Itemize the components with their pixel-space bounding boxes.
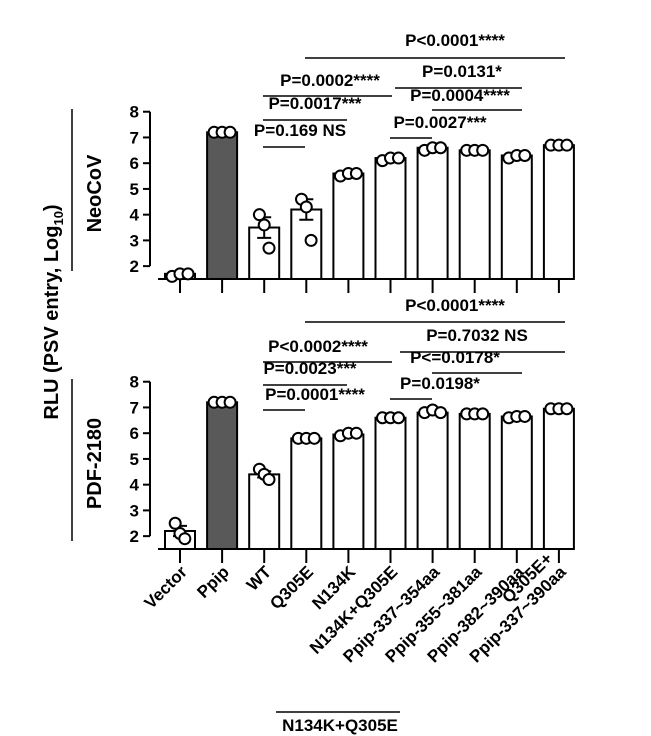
data-point [181, 267, 195, 281]
bar [500, 415, 533, 550]
x-tick-label: WT [243, 562, 276, 595]
bar [416, 146, 449, 280]
data-point [299, 200, 313, 214]
significance-label: P=0.0002**** [280, 71, 380, 90]
significance-label: P=0.0131* [422, 62, 502, 81]
group-label: N134K+Q305E [282, 716, 398, 735]
y-tick-label: 7 [130, 398, 139, 417]
data-point [392, 411, 405, 425]
significance-label: P=0.169 NS [254, 121, 346, 140]
bar [332, 433, 365, 550]
significance-label: P=0.0023*** [263, 359, 356, 378]
data-point [178, 532, 192, 546]
significance-label: P<=0.0178* [410, 348, 500, 367]
data-point [392, 151, 405, 165]
panel-label: NeoCoV [84, 154, 106, 232]
y-tick-label: 3 [130, 231, 139, 250]
y-tick-label: 5 [130, 450, 139, 469]
data-point [476, 143, 490, 157]
bar [542, 407, 575, 550]
bar [458, 412, 491, 550]
data-point [223, 125, 237, 139]
y-tick-label: 6 [130, 154, 139, 173]
x-tick-label: Vector [141, 562, 191, 612]
bar [374, 157, 407, 280]
bar [542, 144, 575, 280]
y-axis-label-end: ) [41, 204, 63, 211]
significance-label: P=0.0198* [400, 374, 480, 393]
y-axis-label-text: RLU (PSV entry, Log [41, 226, 63, 420]
data-point [434, 141, 448, 155]
significance-label: P<0.0001**** [405, 296, 505, 315]
y-axis-label: RLU (PSV entry, Log10) [41, 204, 66, 419]
data-point [560, 402, 574, 416]
data-point [307, 431, 321, 445]
x-tick-label: Q305E [266, 562, 317, 613]
significance-label: P=0.0027*** [393, 113, 486, 132]
y-tick-label: 4 [130, 206, 140, 225]
bar [374, 416, 407, 550]
data-point [434, 406, 448, 420]
significance-label: P=0.0004**** [410, 86, 510, 105]
bar [332, 172, 365, 280]
data-point [252, 208, 266, 222]
significance-label: P<0.0001**** [405, 31, 505, 50]
bar [206, 401, 239, 551]
x-tick-label: Ppip [193, 562, 232, 601]
data-point [518, 148, 532, 162]
panel-label: PDF-2180 [84, 418, 106, 509]
data-point [257, 218, 271, 232]
y-tick-label: 8 [130, 373, 139, 392]
data-point [476, 407, 490, 421]
data-point [262, 473, 276, 487]
y-tick-label: 2 [130, 257, 139, 276]
data-point [223, 395, 237, 409]
data-point [518, 409, 532, 423]
significance-label: P=0.0001**** [265, 385, 365, 404]
significance-label: P=0.0017*** [268, 94, 361, 113]
y-axis-label-subscript: 10 [51, 211, 66, 225]
y-tick-label: 6 [130, 424, 139, 443]
y-tick-label: 2 [130, 527, 139, 546]
y-tick-label: 4 [130, 476, 140, 495]
bar [500, 154, 533, 280]
significance-label: P<0.0002**** [268, 337, 368, 356]
bar [290, 437, 323, 550]
data-point [349, 426, 363, 440]
bar [206, 131, 239, 280]
bar [416, 411, 449, 550]
y-tick-label: 8 [130, 103, 139, 122]
y-tick-label: 3 [130, 501, 139, 520]
data-point [304, 233, 318, 247]
significance-label: P=0.7032 NS [426, 326, 528, 345]
bar [248, 473, 281, 550]
y-tick-label: 5 [130, 180, 139, 199]
data-point [168, 516, 182, 530]
data-point [262, 241, 276, 255]
data-point [349, 166, 363, 180]
y-tick-label: 7 [130, 128, 139, 147]
data-point [560, 138, 574, 152]
bar [458, 149, 491, 280]
